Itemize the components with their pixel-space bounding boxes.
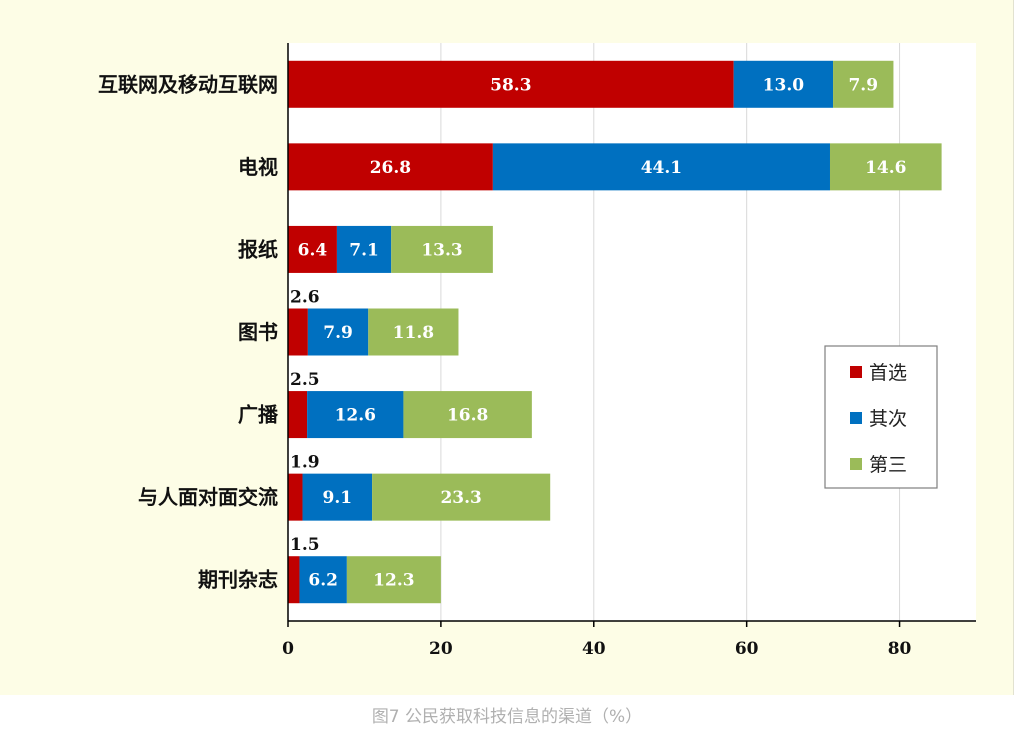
bar-segment (336, 225, 392, 273)
bar-segment (368, 308, 459, 356)
data-label: 13.3 (421, 240, 462, 260)
data-label: 6.2 (308, 571, 338, 591)
bar-segment (829, 143, 942, 191)
data-label: 2.6 (290, 288, 320, 308)
category-label: 广播 (238, 403, 279, 427)
chart-figure: 58.3 13.0 7.9 26.8 44.1 14.6 6.4 7.1 13.3 2.6 7.9 1… (0, 0, 1014, 695)
category-label: 互联网及移动互联网 (98, 72, 278, 96)
bar-segment (307, 391, 404, 439)
bar-segment (288, 556, 300, 604)
bar-segment (833, 60, 894, 108)
bar-segment (403, 391, 532, 439)
legend-box (824, 345, 938, 489)
bar-segment (302, 473, 373, 521)
figure-caption: 图7 公民获取科技信息的渠道（%） (371, 707, 643, 727)
legend-swatch (850, 412, 862, 424)
data-label: 44.1 (641, 158, 682, 178)
legend-label: 第三 (869, 454, 907, 476)
bar-segment (288, 473, 303, 521)
bar-segment (288, 391, 308, 439)
data-label: 6.4 (298, 240, 328, 260)
data-label: 7.1 (349, 240, 379, 260)
x-tick-label: 40 (582, 639, 606, 659)
category-label: 与人面对面交流 (138, 485, 278, 509)
data-label: 58.3 (490, 75, 531, 95)
data-label: 12.3 (373, 571, 414, 591)
data-label: 2.5 (290, 370, 320, 390)
category-label: 图书 (238, 320, 278, 344)
bar-segment (299, 556, 347, 604)
data-label: 14.6 (865, 158, 906, 178)
data-label: 26.8 (370, 158, 411, 178)
legend-swatch (850, 458, 862, 470)
data-label: 1.5 (290, 535, 320, 555)
category-label: 电视 (238, 155, 278, 179)
category-label: 期刊杂志 (198, 568, 278, 592)
bar-segment (307, 308, 369, 356)
bar-segment (346, 556, 441, 604)
data-label: 23.3 (440, 488, 481, 508)
gridlines (440, 43, 901, 621)
x-tick-label: 20 (429, 639, 453, 659)
data-label: 16.8 (447, 406, 488, 426)
data-label: 12.6 (335, 406, 376, 426)
x-tick-label: 0 (282, 639, 294, 659)
bar-segment (733, 60, 834, 108)
legend-label: 其次 (869, 408, 907, 430)
data-label: 7.9 (848, 75, 878, 95)
data-label: 1.9 (290, 453, 320, 473)
stacked-bar-chart: 58.3 13.0 7.926.8 44.1 14.66.4 7.1 13.32.67.9 1… (98, 43, 976, 659)
bar-segment (492, 143, 830, 191)
category-label: 报纸 (238, 237, 278, 261)
data-label: 9.1 (323, 488, 353, 508)
bar-segment (372, 473, 551, 521)
data-label: 13.0 (763, 75, 805, 95)
bars: 58.3 13.0 7.926.8 44.1 14.66.4 7.1 13.32.67.9 1… (288, 60, 942, 604)
data-label: 11.8 (393, 323, 434, 343)
x-tick-label: 60 (735, 639, 759, 659)
bar-segment (391, 225, 493, 273)
legend-label: 首选 (869, 362, 907, 384)
bar-segment (288, 308, 308, 356)
x-tick-label: 80 (888, 639, 912, 659)
bar-segment (288, 143, 493, 191)
x-axis-ticks: 0 20 40 60 80 (282, 621, 912, 659)
bar-segment (288, 225, 337, 273)
bar-segment (288, 60, 734, 108)
legend-swatch (850, 366, 862, 378)
data-label: 7.9 (323, 323, 353, 343)
